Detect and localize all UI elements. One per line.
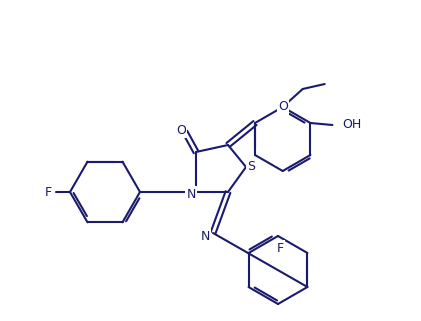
Text: O: O (278, 100, 288, 114)
Text: S: S (247, 160, 255, 173)
Text: O: O (176, 124, 186, 136)
Text: N: N (200, 230, 210, 244)
Text: F: F (277, 241, 284, 255)
Text: N: N (187, 187, 196, 201)
Text: OH: OH (342, 118, 362, 132)
Text: F: F (45, 186, 51, 198)
